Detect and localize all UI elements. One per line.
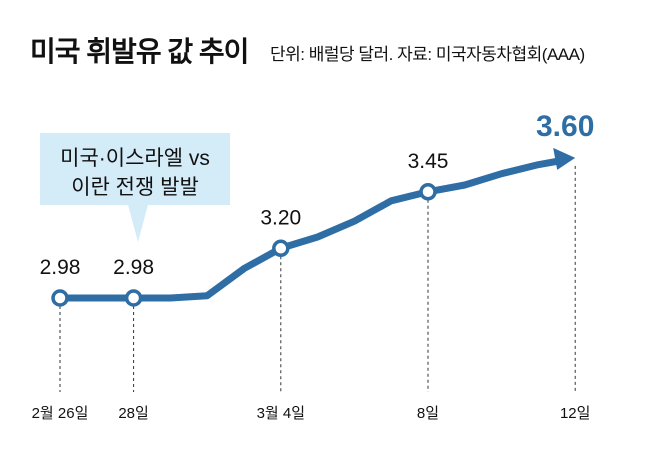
data-label: 3.20 bbox=[260, 206, 301, 229]
data-point bbox=[51, 289, 69, 307]
data-label: 3.45 bbox=[408, 150, 449, 173]
data-point bbox=[124, 289, 143, 307]
x-tick-label: 3월 4일 bbox=[257, 405, 305, 422]
annotation-bubble: 미국·이스라엘 vs 이란 전쟁 발발 bbox=[40, 133, 230, 242]
x-tick-label: 8일 bbox=[417, 405, 439, 422]
data-point bbox=[419, 183, 437, 201]
data-point bbox=[272, 239, 290, 258]
series-line bbox=[56, 156, 569, 302]
annotation-bubble-shape bbox=[40, 133, 230, 242]
arrow-head bbox=[553, 147, 576, 170]
data-label: 3.60 bbox=[536, 110, 594, 143]
chart-title: 미국 휘발유 값 추이 bbox=[30, 36, 249, 67]
x-tick-label: 2월 26일 bbox=[32, 405, 89, 422]
data-label: 2.98 bbox=[113, 256, 154, 279]
annotation-line-2: 이란 전쟁 발발 bbox=[71, 176, 199, 199]
data-label: 2.98 bbox=[40, 256, 81, 279]
x-tick-label: 12일 bbox=[560, 405, 591, 422]
x-tick-label: 28일 bbox=[118, 405, 149, 422]
annotation-line-1: 미국·이스라엘 vs bbox=[60, 147, 210, 170]
chart-subtitle: 단위: 배럴당 달러. 자료: 미국자동차협회(AAA) bbox=[270, 45, 585, 64]
